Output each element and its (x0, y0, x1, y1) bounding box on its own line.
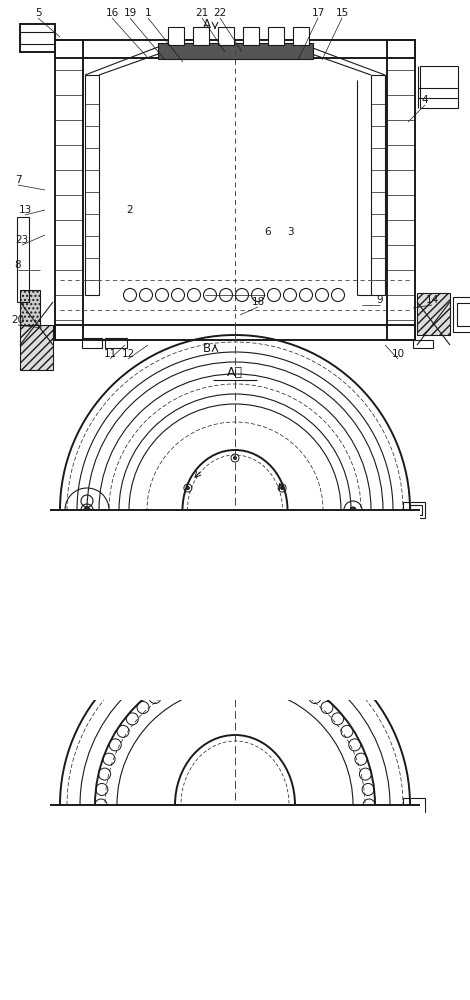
Bar (20, 24, 55, 52)
Text: 1: 1 (145, 8, 151, 18)
Bar (20, 32, 55, 44)
Text: 5: 5 (35, 8, 41, 18)
Text: 9: 9 (376, 295, 384, 305)
Text: 19: 19 (123, 8, 137, 18)
Text: A剖: A剖 (227, 365, 243, 378)
Bar (387, 40, 415, 340)
Bar (55, 325, 415, 340)
Text: 6: 6 (265, 227, 271, 237)
Text: 17: 17 (311, 8, 325, 18)
Bar (453, 297, 470, 332)
Text: 10: 10 (392, 349, 405, 359)
Bar (293, 27, 309, 45)
Bar (243, 27, 259, 45)
Text: 3: 3 (287, 227, 293, 237)
Bar (17, 217, 29, 302)
Text: 23: 23 (16, 235, 29, 245)
Bar (420, 66, 458, 108)
Circle shape (281, 487, 283, 490)
Circle shape (348, 689, 351, 692)
Bar (20, 325, 53, 370)
Text: 21: 21 (196, 8, 209, 18)
Text: 13: 13 (18, 205, 31, 215)
Bar (85, 75, 99, 295)
Text: 18: 18 (251, 297, 265, 307)
Bar (218, 27, 234, 45)
Text: 20: 20 (11, 315, 24, 325)
Bar (457, 303, 470, 326)
Bar (413, 340, 433, 348)
Bar (371, 75, 385, 295)
Circle shape (350, 507, 356, 513)
Bar (403, 798, 425, 812)
Bar (158, 43, 313, 59)
Bar (268, 27, 284, 45)
Text: 8: 8 (15, 260, 21, 270)
Text: A: A (203, 18, 211, 31)
Bar (410, 505, 422, 515)
Bar (82, 338, 102, 348)
Text: 2: 2 (127, 205, 133, 215)
Circle shape (187, 487, 189, 490)
Circle shape (84, 507, 90, 513)
Text: 14: 14 (425, 295, 439, 305)
Bar (417, 293, 450, 335)
Bar (105, 338, 127, 348)
Bar (193, 27, 209, 45)
Bar (55, 40, 83, 340)
Text: 22: 22 (213, 8, 227, 18)
Text: B剖: B剖 (227, 608, 243, 621)
Bar (403, 502, 425, 518)
Bar (20, 290, 40, 325)
Text: B: B (203, 342, 211, 355)
Text: 7: 7 (15, 175, 21, 185)
Bar (168, 27, 184, 45)
Text: 12: 12 (121, 349, 134, 359)
Text: 16: 16 (105, 8, 118, 18)
Text: 15: 15 (336, 8, 349, 18)
Bar (55, 40, 415, 58)
Text: 11: 11 (103, 349, 117, 359)
Text: 4: 4 (422, 95, 428, 105)
Circle shape (119, 689, 122, 692)
Bar (50, 510, 420, 700)
Circle shape (234, 456, 236, 460)
Circle shape (234, 642, 236, 645)
Bar (50, 805, 425, 1000)
